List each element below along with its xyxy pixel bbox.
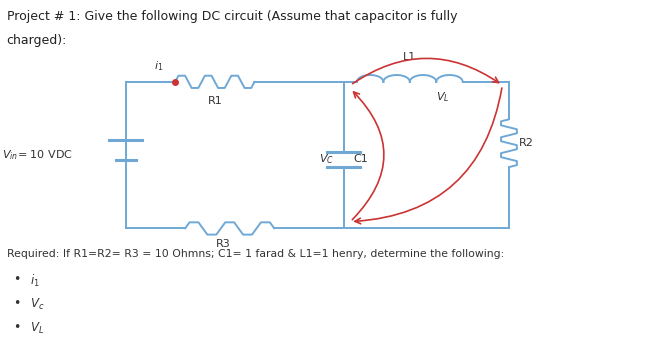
Text: C1: C1 [354,154,368,164]
Text: charged):: charged): [7,34,67,47]
Text: $V_{in}$= 10 VDC: $V_{in}$= 10 VDC [2,148,73,162]
Text: $V_L$: $V_L$ [30,321,44,336]
Text: $i_1$: $i_1$ [154,60,163,73]
Text: Project # 1: Give the following DC circuit (Assume that capacitor is fully: Project # 1: Give the following DC circu… [7,10,457,23]
Text: •: • [13,273,20,286]
Text: Required: If R1=R2= R3 = 10 Ohmns; C1= 1 farad & L1=1 henry, determine the follo: Required: If R1=R2= R3 = 10 Ohmns; C1= 1… [7,249,504,259]
Text: L1: L1 [403,52,416,62]
Text: •: • [13,297,20,310]
Text: $V_c$: $V_c$ [30,297,44,312]
Text: $i_1$: $i_1$ [30,273,40,289]
Text: R3: R3 [215,239,231,249]
Text: $V_C$: $V_C$ [319,152,334,166]
Text: $V_L$: $V_L$ [436,91,449,104]
Text: •: • [13,321,20,333]
Text: R2: R2 [519,138,534,148]
Text: R1: R1 [208,96,222,106]
